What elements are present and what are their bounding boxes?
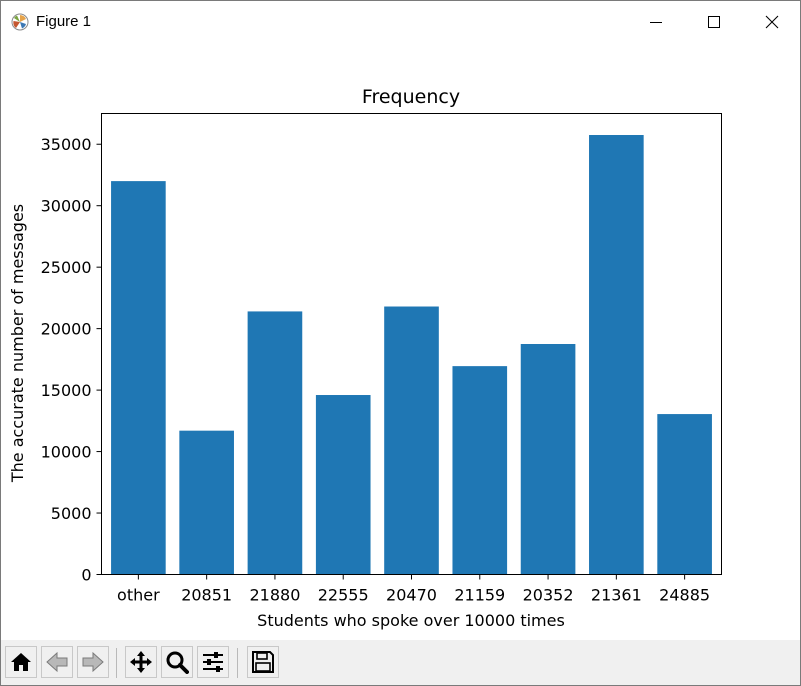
y-tick-label: 20000 <box>41 320 92 339</box>
home-button[interactable] <box>5 646 37 678</box>
bar-22555 <box>315 395 371 575</box>
x-tick-label: 21880 <box>249 586 300 605</box>
toolbar-separator <box>237 648 238 678</box>
y-tick-label: 10000 <box>41 443 92 462</box>
bar-21361 <box>589 135 644 575</box>
home-icon <box>11 653 31 671</box>
y-axis-label: The accurate number of messages <box>8 204 27 483</box>
x-tick-label: 20352 <box>523 586 574 605</box>
figure-canvas[interactable]: Frequency 0 5000 10000 15000 20000 25000 30000… <box>1 43 800 640</box>
x-tick-label: other <box>117 586 160 605</box>
x-tick-label: 21361 <box>591 586 642 605</box>
y-tick-label: 5000 <box>51 504 92 523</box>
y-tick-label: 0 <box>81 566 91 585</box>
bar-21880 <box>247 311 303 575</box>
maximize-button[interactable] <box>685 1 743 43</box>
save-button[interactable] <box>247 646 279 678</box>
close-button[interactable] <box>743 1 800 43</box>
minimize-icon <box>650 22 662 23</box>
pan-button[interactable] <box>125 646 157 678</box>
close-icon <box>765 15 779 29</box>
forward-icon <box>82 651 104 673</box>
pan-icon <box>130 651 152 673</box>
bar-24885 <box>657 414 712 575</box>
bar-20352 <box>520 344 576 575</box>
x-tick-label: 20851 <box>181 586 232 605</box>
x-tick-label: 20470 <box>386 586 437 605</box>
back-icon <box>46 651 68 673</box>
y-tick-label: 25000 <box>41 258 92 277</box>
y-axis-ticks: 0 5000 10000 15000 20000 25000 30000 35000 <box>41 135 102 585</box>
axes-frame <box>101 113 722 575</box>
x-tick-label: 21159 <box>454 586 505 605</box>
forward-button[interactable] <box>77 646 109 678</box>
title-bar[interactable]: Figure 1 <box>1 1 800 43</box>
x-tick-label: 24885 <box>659 586 710 605</box>
y-tick-label: 30000 <box>41 197 92 216</box>
y-tick-label: 15000 <box>41 381 92 400</box>
bar-other <box>111 181 166 575</box>
maximize-icon <box>708 16 720 28</box>
x-tick-label: 22555 <box>318 586 369 605</box>
x-axis-ticks: other 20851 21880 22555 20470 21159 20352 21361… <box>117 574 710 605</box>
chart-title: Frequency <box>362 86 460 108</box>
toolbar-separator <box>116 648 117 678</box>
matplotlib-logo-icon <box>11 13 29 31</box>
bars-group <box>111 135 712 575</box>
zoom-icon <box>166 651 189 674</box>
zoom-button[interactable] <box>161 646 193 678</box>
x-axis-label: Students who spoke over 10000 times <box>257 611 565 630</box>
configure-subplots-button[interactable] <box>197 646 229 678</box>
bar-chart: Frequency 0 5000 10000 15000 20000 25000 30000… <box>8 86 722 630</box>
bar-20851 <box>179 430 234 575</box>
navigation-toolbar <box>1 640 800 685</box>
bar-20470 <box>384 306 439 575</box>
window-title: Figure 1 <box>36 13 92 30</box>
bar-21159 <box>452 366 508 575</box>
save-icon <box>252 651 274 673</box>
minimize-button[interactable] <box>627 1 685 43</box>
configure-subplots-icon <box>203 652 223 672</box>
y-tick-label: 35000 <box>41 135 92 154</box>
back-button[interactable] <box>41 646 73 678</box>
